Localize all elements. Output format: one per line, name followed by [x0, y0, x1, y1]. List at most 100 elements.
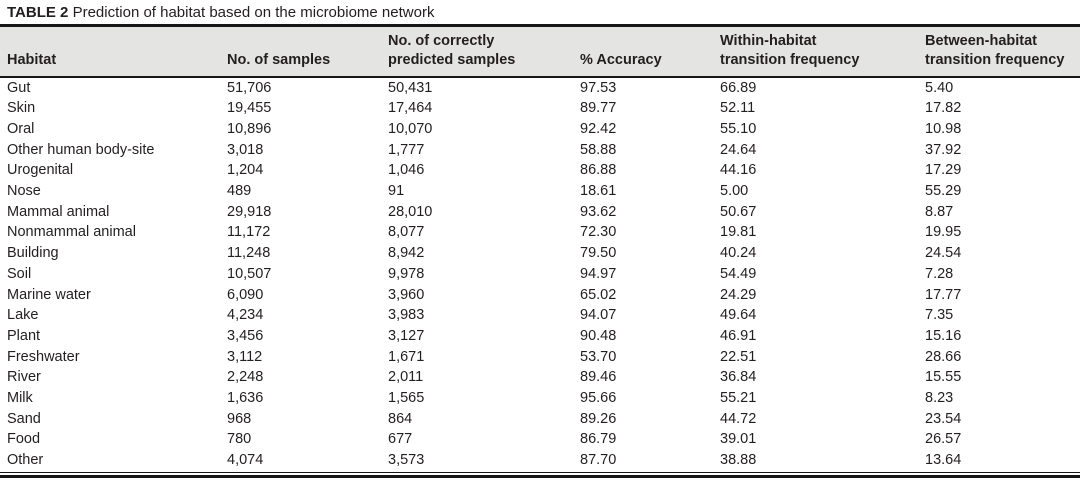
between-frequency-cell: 55.29 [925, 183, 962, 200]
samples-cell: 3,018 [227, 141, 264, 158]
between-frequency-cell: 23.54 [925, 410, 962, 427]
header-row: Habitat No. of samples No. of correctly … [0, 26, 1080, 78]
accuracy-cell: 90.48 [580, 327, 617, 344]
habitat-cell: Urogenital [7, 162, 74, 179]
within-frequency-cell: 40.24 [720, 245, 757, 262]
col-header-samples: No. of samples [227, 26, 388, 78]
samples-cell: 3,456 [227, 327, 264, 344]
accuracy-cell: 86.88 [580, 162, 617, 179]
within-frequency-cell: 22.51 [720, 348, 757, 365]
within-frequency-cell: 54.49 [720, 265, 757, 282]
accuracy-cell: 97.53 [580, 79, 617, 96]
accuracy-cell: 79.50 [580, 245, 617, 262]
table-row: Sand 968 864 89.26 44.72 23.54 [0, 409, 1080, 430]
between-frequency-cell: 10.98 [925, 120, 962, 137]
samples-cell: 1,636 [227, 390, 264, 407]
between-frequency-cell: 15.16 [925, 327, 962, 344]
top-rule [0, 24, 1080, 27]
habitat-cell: Food [7, 431, 41, 448]
bottom-rule-thin [0, 471, 1080, 474]
between-frequency-cell: 37.92 [925, 141, 962, 158]
habitat-cell: Nose [7, 183, 41, 200]
table-row: Nose 489 91 18.61 5.00 55.29 [0, 181, 1080, 202]
between-frequency-cell: 19.95 [925, 224, 962, 241]
predicted-samples-cell: 9,978 [388, 265, 425, 282]
within-frequency-cell: 38.88 [720, 452, 757, 469]
within-frequency-cell: 44.72 [720, 410, 757, 427]
predicted-samples-cell: 3,573 [388, 452, 425, 469]
samples-cell: 6,090 [227, 286, 264, 303]
between-frequency-cell: 7.28 [925, 265, 954, 282]
within-frequency-cell: 50.67 [720, 203, 757, 220]
samples-cell: 3,112 [227, 348, 263, 365]
habitat-cell: Building [7, 245, 59, 262]
table-row: Plant 3,456 3,127 90.48 46.91 15.16 [0, 326, 1080, 347]
samples-cell: 780 [227, 431, 252, 448]
samples-cell: 4,074 [227, 452, 264, 469]
table-row: Milk 1,636 1,565 95.66 55.21 8.23 [0, 388, 1080, 409]
col-header-accuracy: % Accuracy [580, 26, 720, 78]
between-frequency-cell: 7.35 [925, 307, 954, 324]
samples-cell: 489 [227, 183, 252, 200]
between-frequency-cell: 15.55 [925, 369, 962, 386]
table-row: Gut 51,706 50,431 97.53 66.89 5.40 [0, 77, 1080, 99]
within-frequency-cell: 66.89 [720, 79, 757, 96]
predicted-samples-cell: 17,464 [388, 100, 433, 117]
table-row: Soil 10,507 9,978 94.97 54.49 7.28 [0, 264, 1080, 285]
samples-cell: 4,234 [227, 307, 264, 324]
accuracy-cell: 89.46 [580, 369, 617, 386]
within-frequency-cell: 19.81 [720, 224, 757, 241]
within-frequency-cell: 24.64 [720, 141, 757, 158]
accuracy-cell: 18.61 [580, 183, 617, 200]
between-frequency-cell: 28.66 [925, 348, 962, 365]
accuracy-cell: 86.79 [580, 431, 617, 448]
table-row: River 2,248 2,011 89.46 36.84 15.55 [0, 367, 1080, 388]
habitat-cell: Marine water [7, 286, 91, 303]
between-frequency-cell: 26.57 [925, 431, 962, 448]
accuracy-cell: 58.88 [580, 141, 617, 158]
between-frequency-cell: 24.54 [925, 245, 962, 262]
table-title-text: Prediction of habitat based on the micro… [72, 4, 435, 21]
predicted-samples-cell: 864 [388, 410, 413, 427]
within-frequency-cell: 55.10 [720, 120, 757, 137]
within-frequency-cell: 52.11 [720, 100, 756, 117]
within-frequency-cell: 44.16 [720, 162, 757, 179]
predicted-samples-cell: 1,777 [388, 141, 425, 158]
col-header-between-frequency: Between-habitat transition frequency [925, 26, 1080, 78]
table-row: Urogenital 1,204 1,046 86.88 44.16 17.29 [0, 160, 1080, 181]
predicted-samples-cell: 28,010 [388, 203, 433, 220]
predicted-samples-cell: 1,671 [388, 348, 425, 365]
habitat-cell: Sand [7, 410, 41, 427]
accuracy-cell: 92.42 [580, 120, 617, 137]
predicted-samples-cell: 1,565 [388, 390, 425, 407]
table-row: Other human body-site 3,018 1,777 58.88 24.6… [0, 140, 1080, 161]
habitat-cell: Mammal animal [7, 203, 110, 220]
accuracy-cell: 89.77 [580, 100, 617, 117]
samples-cell: 1,204 [227, 162, 264, 179]
samples-cell: 19,455 [227, 100, 272, 117]
predicted-samples-cell: 8,077 [388, 224, 425, 241]
between-frequency-cell: 5.40 [925, 79, 954, 96]
accuracy-cell: 87.70 [580, 452, 617, 469]
table-row: Nonmammal animal 11,172 8,077 72.30 19.81 19.… [0, 222, 1080, 243]
samples-cell: 968 [227, 410, 252, 427]
habitat-cell: Plant [7, 327, 41, 344]
accuracy-cell: 93.62 [580, 203, 617, 220]
between-frequency-cell: 17.82 [925, 100, 962, 117]
table-row: Building 11,248 8,942 79.50 40.24 24.54 [0, 243, 1080, 264]
accuracy-cell: 94.07 [580, 307, 617, 324]
table-row: Lake 4,234 3,983 94.07 49.64 7.35 [0, 305, 1080, 326]
table-header: Habitat No. of samples No. of correctly … [0, 26, 1080, 78]
table-body: Gut 51,706 50,431 97.53 66.89 5.40 Skin 19,455 1… [0, 77, 1080, 471]
accuracy-cell: 89.26 [580, 410, 617, 427]
accuracy-cell: 94.97 [580, 265, 617, 282]
habitat-cell: Other [7, 452, 44, 469]
col-header-predicted-samples: No. of correctly predicted samples [388, 26, 580, 78]
habitat-cell: Skin [7, 100, 36, 117]
table-row: Marine water 6,090 3,960 65.02 24.29 17.77 [0, 285, 1080, 306]
habitat-cell: River [7, 369, 41, 386]
between-frequency-cell: 8.87 [925, 203, 954, 220]
habitat-prediction-table: Habitat No. of samples No. of correctly … [0, 26, 1080, 471]
table-row: Food 780 677 86.79 39.01 26.57 [0, 429, 1080, 450]
habitat-cell: Gut [7, 79, 31, 96]
